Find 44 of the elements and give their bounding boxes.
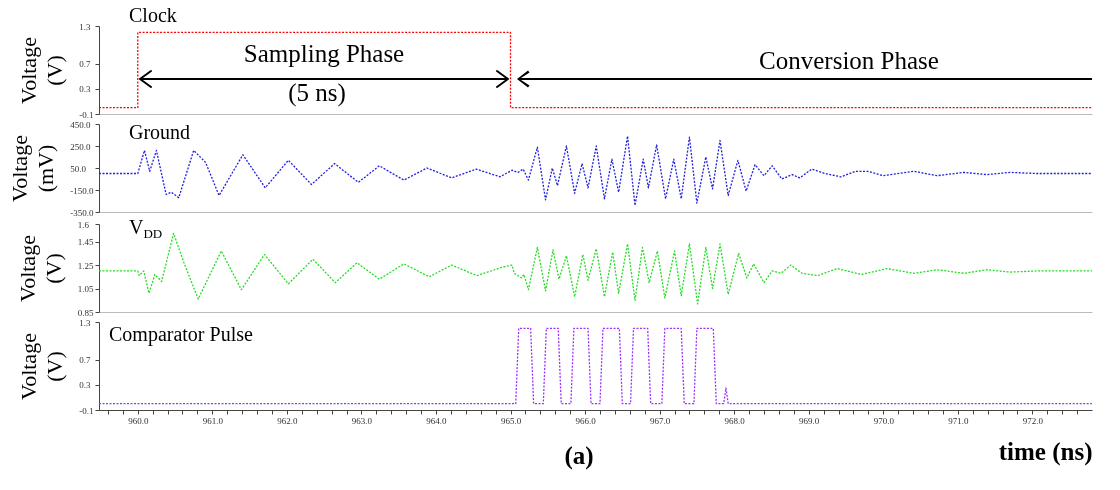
x-axis-title: time (ns) <box>998 437 1093 466</box>
x-tick-label: 960.0 <box>128 415 149 426</box>
y-tick-label: 0.7 <box>79 59 91 70</box>
x-tick-label: 965.0 <box>500 415 522 426</box>
x-tick-label: 968.0 <box>724 415 746 426</box>
y-tick-label: 1.3 <box>79 317 91 328</box>
x-tick-label: 970.0 <box>873 415 895 426</box>
text: (a) <box>564 442 594 470</box>
x-tick-label: 967.0 <box>649 415 671 426</box>
y-tick-label: 0.85 <box>77 307 94 318</box>
text: Comparator Pulse <box>109 323 253 346</box>
annotation: Sampling Phase <box>243 40 405 67</box>
x-tick-label: 964.0 <box>426 415 448 426</box>
y-tick-label: 1.6 <box>77 219 90 230</box>
x-tick-label: 961.0 <box>202 415 224 426</box>
annotation: (5 ns) <box>288 79 346 107</box>
annotation: Conversion Phase <box>759 47 939 74</box>
x-tick-label: 963.0 <box>351 415 373 426</box>
y-axis-title: Voltage (V) <box>14 235 66 302</box>
y-axis-title: Voltage (V) <box>16 333 68 400</box>
y-tick-label: 0.7 <box>79 355 91 366</box>
y-tick-label: 0.3 <box>79 84 91 95</box>
y-tick-label: 250.0 <box>70 141 91 152</box>
line-series <box>99 232 1092 305</box>
x-tick-label: 971.0 <box>948 415 969 426</box>
y-tick-label: 1.45 <box>77 237 94 248</box>
x-tick-label: 972.0 <box>1022 415 1044 426</box>
series-label: Clock <box>129 4 177 26</box>
y-tick-label: 1.3 <box>79 21 91 32</box>
x-tick-label: 962.0 <box>277 415 298 426</box>
x-tick-label: 966.0 <box>575 415 597 426</box>
y-tick-label: 1.25 <box>77 260 94 271</box>
y-tick-label: -0.1 <box>79 405 94 416</box>
x-tick-label: 969.0 <box>799 415 820 426</box>
y-tick-label: 50.0 <box>70 163 87 174</box>
y-tick-label: -350.0 <box>70 207 94 218</box>
y-tick-label: -0.1 <box>79 109 94 120</box>
y-tick-label: 1.05 <box>77 284 94 295</box>
y-axis-title: Voltage (V) <box>16 37 68 104</box>
y-axis-title: Voltage (mV) <box>7 135 59 202</box>
y-tick-label: 0.3 <box>79 380 91 391</box>
y-tick-label: 450.0 <box>70 119 91 130</box>
series-label: Ground <box>129 121 191 143</box>
y-tick-label: -150.0 <box>70 185 94 196</box>
